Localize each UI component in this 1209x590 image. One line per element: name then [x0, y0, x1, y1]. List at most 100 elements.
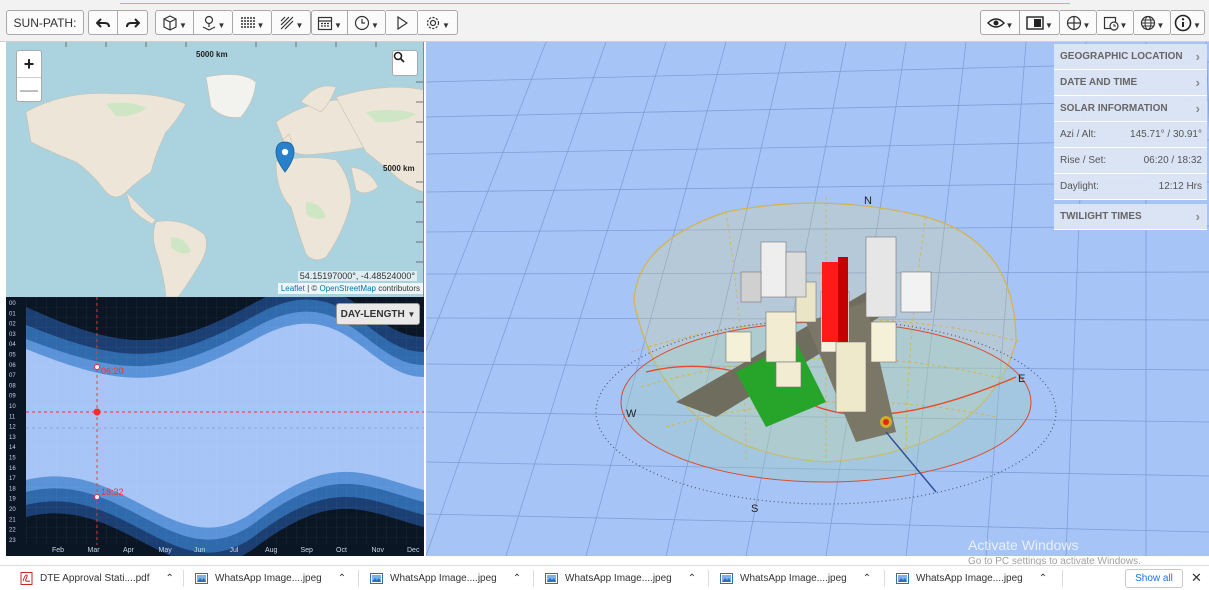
geographic-location-section[interactable]: GEOGRAPHIC LOCATION ›	[1054, 44, 1207, 70]
download-item[interactable]: WhatsApp Image....jpeg ⌃	[720, 566, 871, 590]
world-button[interactable]: ▼	[1134, 10, 1171, 35]
cube-icon	[163, 14, 177, 31]
month-tick-label: Sep	[301, 547, 314, 554]
azimuth-altitude-row: Azi / Alt: 145.71° / 30.91°	[1054, 122, 1207, 148]
hour-tick-label: 09	[9, 394, 16, 400]
close-icon[interactable]: ✕	[1191, 570, 1202, 585]
compass-north: N	[864, 195, 872, 207]
twilight-times-section[interactable]: TWILIGHT TIMES ›	[1054, 204, 1207, 230]
location-pin-icon	[202, 15, 215, 31]
shading-button[interactable]: ▼	[272, 10, 311, 35]
download-item[interactable]: WhatsApp Image....jpeg ⌃	[370, 566, 521, 590]
chevron-up-icon[interactable]: ⌃	[862, 573, 872, 584]
download-item[interactable]: DTE Approval Stati....pdf ⌃	[20, 566, 174, 590]
play-button[interactable]	[386, 10, 418, 35]
world-map[interactable]: + — 5000 km 5000 km 54.15197000°, -4.485…	[6, 42, 424, 297]
download-filename: WhatsApp Image....jpeg	[390, 573, 497, 584]
download-separator	[533, 570, 534, 587]
sunrise-label: 06:20	[101, 366, 124, 376]
calendar-clock-icon	[1103, 16, 1119, 31]
hour-tick-label: 22	[9, 528, 16, 534]
display-button[interactable]: ▼	[1020, 10, 1060, 35]
undo-button[interactable]	[88, 10, 118, 35]
chevron-up-icon[interactable]: ⌃	[512, 573, 522, 584]
day-length-chart[interactable]: 06:20 18:32 00 01 02 03 04 05 06 07 08 09 10 11 12 13…	[6, 297, 424, 556]
gear-icon	[426, 16, 440, 29]
model-button[interactable]: ▼	[155, 10, 194, 35]
hour-tick-label: 03	[9, 332, 16, 338]
world-icon	[1140, 15, 1155, 30]
solar-label: SOLAR INFORMATION	[1060, 103, 1168, 114]
map-scale-right: 5000 km	[383, 164, 415, 173]
download-item[interactable]: WhatsApp Image....jpeg ⌃	[195, 566, 346, 590]
month-tick-label: Jun	[194, 547, 205, 554]
3d-scene: N S E W	[426, 42, 1209, 556]
rise-value: 06:20 / 18:32	[1143, 155, 1202, 166]
date-picker-button[interactable]: ▼	[1097, 10, 1134, 35]
image-file-icon	[195, 573, 208, 584]
download-separator	[358, 570, 359, 587]
sunset-point	[94, 494, 100, 500]
zoom-out-button[interactable]: —	[17, 77, 41, 103]
zoom-in-button[interactable]: +	[23, 53, 35, 74]
calendar-button[interactable]: ▼	[311, 10, 348, 35]
hour-tick-label: 17	[9, 476, 16, 482]
view-eye-button[interactable]: ▼	[980, 10, 1020, 35]
sun-marker-icon[interactable]	[883, 419, 889, 425]
hour-tick-label: 13	[9, 435, 16, 441]
chevron-up-icon[interactable]: ⌃	[687, 573, 697, 584]
day-length-label: DAY-LENGTH	[340, 308, 405, 320]
download-separator	[708, 570, 709, 587]
day-length-plot: 06:20 18:32 00 01 02 03 04 05 06 07 08 09 10 11 12 13…	[9, 297, 424, 556]
show-all-button[interactable]: Show all	[1125, 569, 1183, 588]
location-marker-icon[interactable]	[275, 141, 295, 173]
info-button[interactable]: ▼	[1171, 10, 1205, 35]
chevron-up-icon[interactable]: ⌃	[165, 573, 174, 584]
month-tick-label: Aug	[265, 547, 278, 554]
top-progress-line	[120, 3, 1070, 4]
location-button[interactable]: ▼	[194, 10, 233, 35]
hour-tick-label: 01	[9, 311, 16, 317]
azi-value: 145.71° / 30.91°	[1130, 129, 1202, 140]
download-filename: WhatsApp Image....jpeg	[740, 573, 847, 584]
azi-label: Azi / Alt:	[1060, 129, 1097, 140]
sunrise-point	[94, 364, 100, 370]
download-separator	[183, 570, 184, 587]
zoom-control: + —	[16, 50, 42, 102]
compass-needle	[885, 431, 937, 493]
month-tick-label: Feb	[52, 547, 64, 554]
daylight-row: Daylight: 12:12 Hrs	[1054, 174, 1207, 200]
date-time-section[interactable]: DATE AND TIME ›	[1054, 70, 1207, 96]
redo-button[interactable]	[118, 10, 148, 35]
hour-tick-label: 02	[9, 322, 16, 328]
highlight-building[interactable]	[822, 257, 848, 342]
map-attribution: Leaflet | © OpenStreetMap contributors	[277, 283, 423, 294]
chevron-up-icon[interactable]: ⌃	[337, 573, 347, 584]
month-tick-label: Oct	[336, 547, 347, 554]
globe-button[interactable]: ▼	[1060, 10, 1097, 35]
rise-label: Rise / Set:	[1060, 155, 1107, 166]
download-separator	[1062, 570, 1063, 587]
download-item[interactable]: WhatsApp Image....jpeg ⌃	[896, 566, 1047, 590]
chevron-up-icon[interactable]: ⌃	[1038, 573, 1048, 584]
hour-tick-label: 08	[9, 383, 16, 389]
download-filename: DTE Approval Stati....pdf	[40, 573, 150, 584]
hour-tick-label: 12	[9, 425, 16, 431]
sun-path-mode-label[interactable]: SUN-PATH:	[6, 10, 84, 35]
solar-information-section[interactable]: SOLAR INFORMATION ›	[1054, 96, 1207, 122]
day-length-dropdown[interactable]: DAY-LENGTH ▼	[336, 303, 420, 325]
month-tick-label: May	[159, 547, 173, 554]
map-search-button[interactable]	[392, 50, 418, 76]
leaflet-link[interactable]: Leaflet	[280, 284, 305, 293]
grid-button[interactable]: ▼	[233, 10, 272, 35]
download-separator	[884, 570, 885, 587]
settings-button[interactable]: ▼	[418, 10, 458, 35]
hour-tick-label: 00	[9, 301, 16, 307]
calendar-icon	[317, 16, 333, 30]
chevron-down-icon: ▼	[407, 309, 416, 319]
hour-tick-label: 06	[9, 363, 16, 369]
download-item[interactable]: WhatsApp Image....jpeg ⌃	[545, 566, 696, 590]
osm-link[interactable]: OpenStreetMap	[319, 284, 376, 293]
clock-button[interactable]: ▼	[348, 10, 386, 35]
hour-tick-label: 15	[9, 456, 16, 462]
